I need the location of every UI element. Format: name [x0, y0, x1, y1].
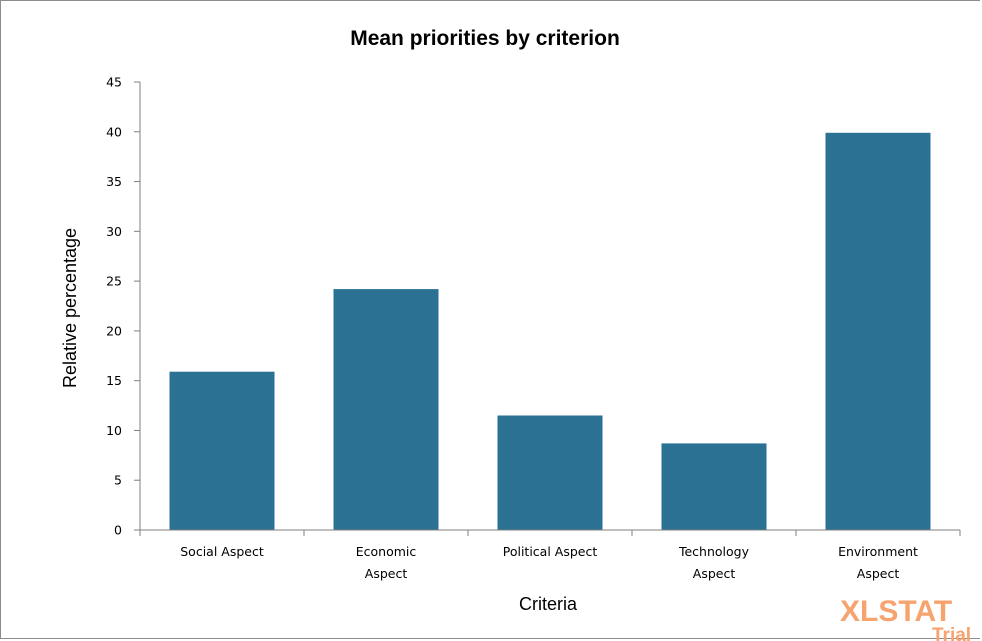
x-axis-title: Criteria: [519, 594, 578, 614]
y-tick-label: 20: [106, 323, 122, 338]
y-tick-label: 15: [106, 373, 122, 388]
y-tick-label: 40: [106, 124, 122, 139]
watermark: XLSTAT Trial: [840, 595, 971, 641]
x-category-label: Environment Aspect: [838, 544, 918, 581]
axes-group: 0 5 10 15 20 25 30 35 40 45 Social Aspect Economic A…: [106, 75, 961, 581]
bars-group: [169, 132, 931, 531]
y-tick-label: 10: [106, 423, 122, 438]
y-tick-label: 45: [106, 75, 122, 90]
x-category-label: Technology Aspect: [678, 544, 750, 581]
bar-political-aspect: [497, 415, 603, 530]
bar-social-aspect: [169, 371, 275, 530]
x-category-label: Economic Aspect: [356, 544, 417, 581]
y-axis-title: Relative percentage: [60, 228, 80, 388]
y-tick-label: 0: [114, 523, 122, 538]
y-tick-label: 30: [106, 224, 122, 239]
watermark-line-1: XLSTAT: [840, 595, 952, 628]
watermark-line-2: Trial: [932, 625, 971, 641]
x-category-label: Political Aspect: [503, 544, 598, 559]
chart-title: Mean priorities by criterion: [350, 27, 620, 50]
x-category-label: Social Aspect: [180, 544, 264, 559]
bar-economic-aspect: [333, 289, 439, 530]
y-tick-label: 5: [114, 473, 122, 488]
bar-environment-aspect: [825, 132, 931, 531]
y-tick-label: 25: [106, 274, 122, 289]
bar-technology-aspect: [661, 443, 767, 530]
y-tick-label: 35: [106, 174, 122, 189]
